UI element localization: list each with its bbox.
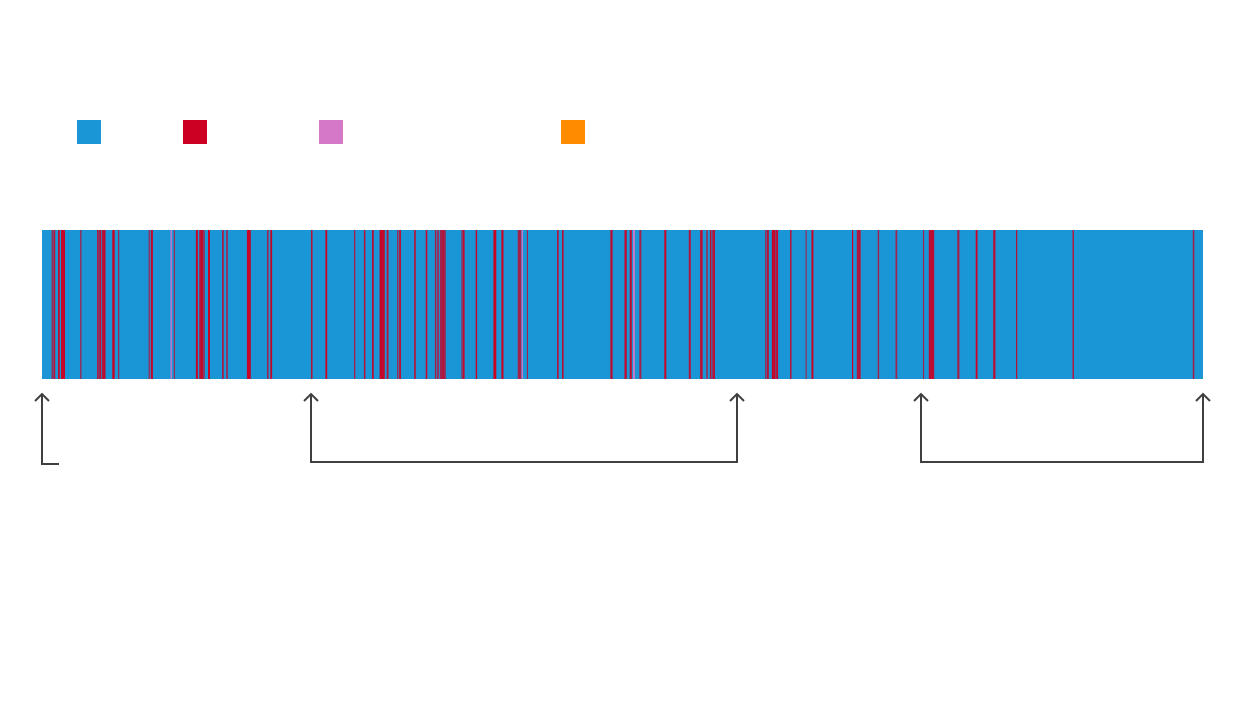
sequence-bar-base [42,230,1203,379]
sequence-stripe [776,230,779,379]
sequence-stripe [148,230,150,379]
sequence-stripe [688,230,691,379]
sequence-stripe [700,230,703,379]
sequence-stripe [562,230,564,379]
sequence-stripe [993,230,996,379]
sequence-stripe [709,230,712,379]
sequence-stripe [1072,230,1074,379]
sequence-stripe [639,230,642,379]
sequence-stripe [805,230,807,379]
sequence-stripe [170,230,172,379]
sequence-stripe [439,230,444,379]
sequence-stripe [501,230,504,379]
sequence-stripe [442,230,445,379]
sequence-stripe [610,230,612,379]
sequence-stripe [380,230,382,379]
sequence-stripe [611,230,613,379]
sequence-stripe [493,230,496,379]
sequence-stripe [101,230,106,379]
sequence-stripe [58,230,60,379]
sequence-stripe [364,230,366,379]
legend [0,0,1248,160]
sequence-stripe [706,230,708,379]
sequence-bar [42,230,1203,379]
sequence-stripe [311,230,313,379]
sequence-stripe [61,230,64,379]
sequence-stripe [774,230,776,379]
sequence-stripe [957,230,960,379]
sequence-stripe [475,230,478,379]
sequence-stripe [856,230,861,379]
sequence-stripe [521,230,523,379]
sequence-stripe [63,230,65,379]
sequence-stripe [877,230,880,379]
sequence-stripe [1192,230,1195,379]
sequence-stripe [99,230,101,379]
sequence-stripe [434,230,437,379]
sequence-stripe [923,230,925,379]
sequence-stripe [765,230,767,379]
legend-swatch-blue [77,120,101,144]
sequence-stripe [811,230,813,379]
sequence-stripe [414,230,416,379]
sequence-stripe [97,230,99,379]
sequence-stripe [372,230,374,379]
sequence-stripe [700,230,702,379]
bracket-start [41,394,59,465]
sequence-stripe [1016,230,1018,379]
sequence-stripe [895,230,898,379]
sequence-stripe [461,230,463,379]
sequence-stripe [112,230,115,379]
bracket-region-b [920,394,1204,463]
sequence-stripe [379,230,385,379]
sequence-stripe [118,230,120,379]
sequence-stripe [557,230,559,379]
sequence-stripe [712,230,715,379]
sequence-stripe [526,230,528,379]
sequence-stripe [437,230,439,379]
sequence-stripe [246,230,251,379]
sequence-stripe [713,230,715,379]
sequence-stripe [975,230,978,379]
region-brackets [34,392,1211,465]
sequence-stripe [664,230,667,379]
sequence-stripe [150,230,153,379]
sequence-stripe [80,230,82,379]
sequence-stripe [270,230,273,379]
sequence-stripe [201,230,204,379]
bracket-region-a [310,394,738,463]
sequence-stripe [354,230,356,379]
legend-swatch-pink [319,120,343,144]
sequence-stripe [624,230,627,379]
legend-swatch-red [183,120,207,144]
sequence-stripe [397,230,399,379]
sequence-stripe [203,230,205,379]
sequence-stripe [208,230,210,379]
sequence-stripe [444,230,446,379]
sequence-stripe [325,230,327,379]
sequence-stripe [226,230,228,379]
sequence-stripe [399,230,401,379]
sequence-stripe [766,230,769,379]
sequence-stripe [771,230,774,379]
sequence-stripe [195,230,198,379]
sequence-stripe [173,230,175,379]
sequence-stripe [267,230,269,379]
sequence-stripe [51,230,53,379]
sequence-stripe [517,230,522,379]
sequence-stripe [928,230,935,379]
legend-swatch-orange [561,120,585,144]
sequence-stripe [222,230,224,379]
sequence-stripe [852,230,854,379]
sequence-stripe [633,230,635,379]
sequence-stripe [386,230,389,379]
sequence-stripe [775,230,777,379]
sequence-stripe [199,230,201,379]
sequence-stripe [463,230,465,379]
sequence-stripe [790,230,792,379]
sequence-stripe [53,230,56,379]
sequence-stripe [426,230,428,379]
sequence-stripe [629,230,632,379]
